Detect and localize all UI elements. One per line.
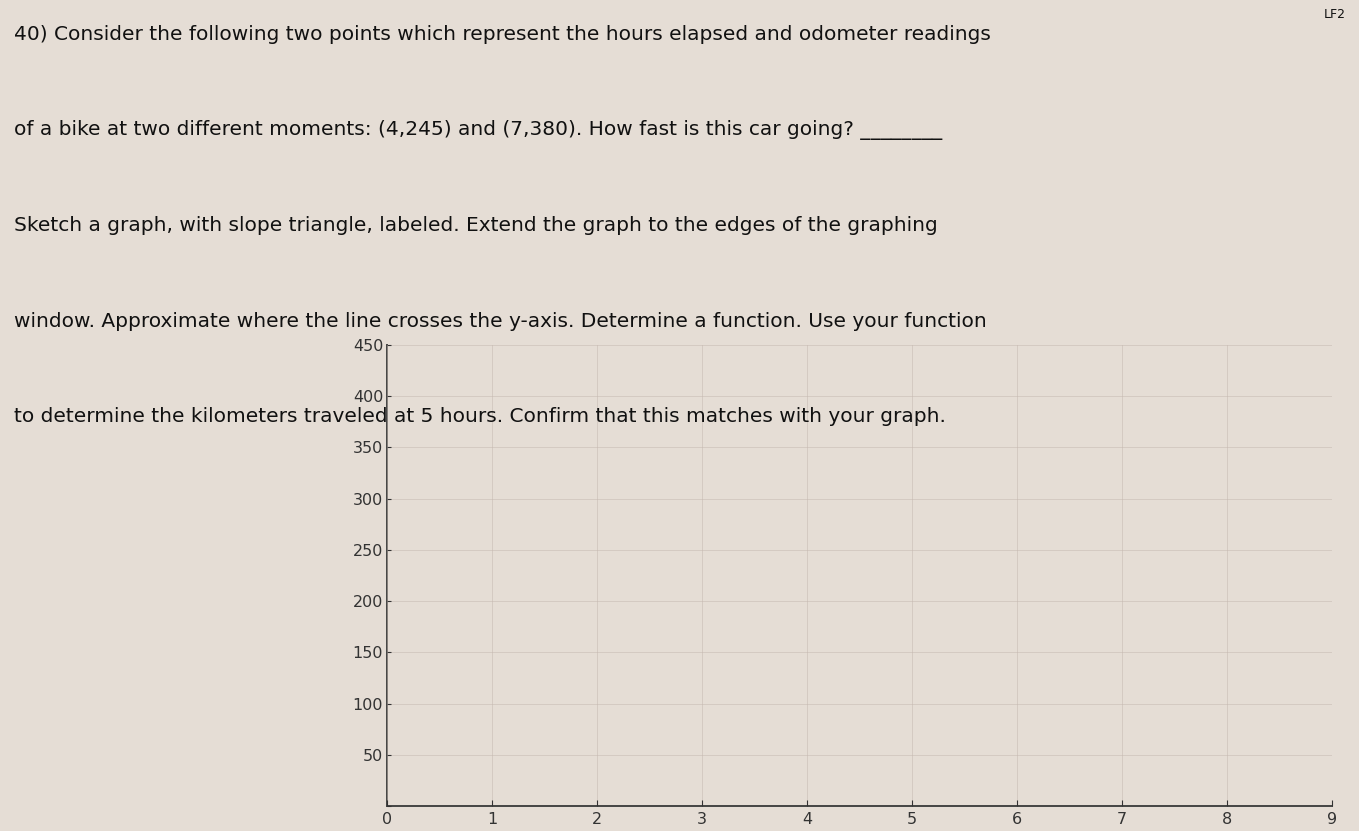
Text: 40) Consider the following two points which represent the hours elapsed and odom: 40) Consider the following two points wh…	[14, 25, 991, 44]
Text: Sketch a graph, with slope triangle, labeled. Extend the graph to the edges of t: Sketch a graph, with slope triangle, lab…	[14, 216, 938, 235]
Text: window. Approximate where the line crosses the y-axis. Determine a function. Use: window. Approximate where the line cross…	[14, 312, 987, 331]
Text: LF2: LF2	[1324, 8, 1345, 22]
Text: of a bike at two different moments: (4,245) and (7,380). How fast is this car go: of a bike at two different moments: (4,2…	[14, 120, 942, 140]
Text: to determine the kilometers traveled at 5 hours. Confirm that this matches with : to determine the kilometers traveled at …	[14, 407, 946, 426]
